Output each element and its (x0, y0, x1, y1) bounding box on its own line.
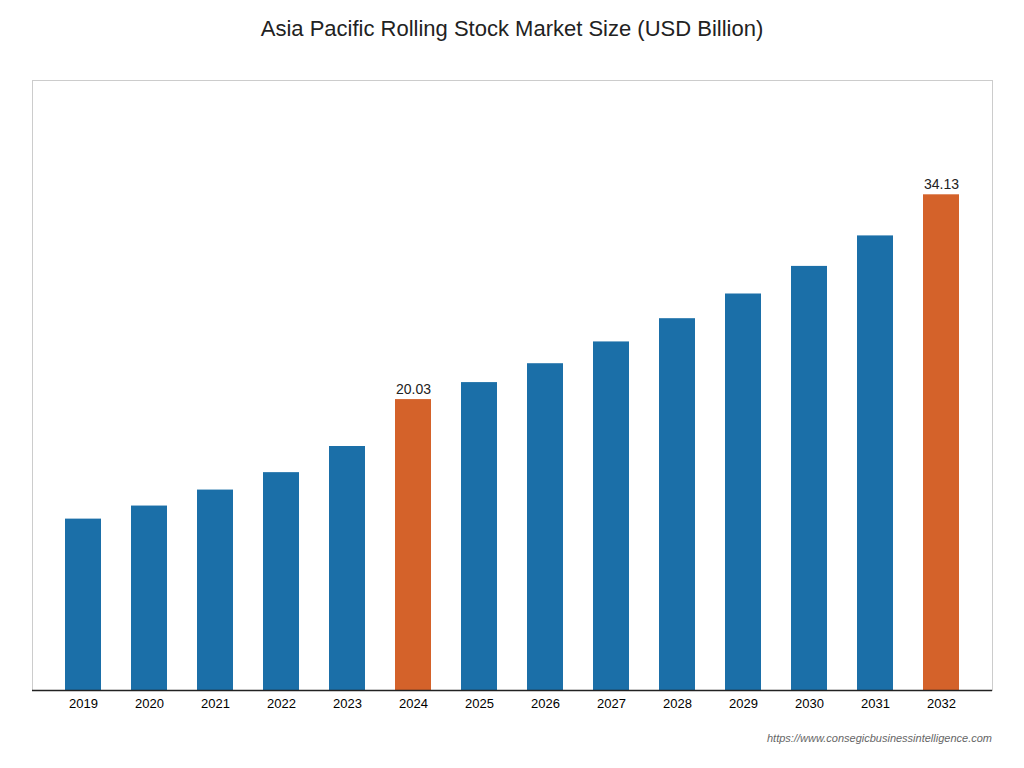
svg-text:2022: 2022 (267, 696, 296, 711)
svg-text:2023: 2023 (333, 696, 362, 711)
svg-text:34.13: 34.13 (924, 176, 959, 192)
svg-text:20.03: 20.03 (396, 381, 431, 397)
svg-text:2028: 2028 (663, 696, 692, 711)
svg-text:2027: 2027 (597, 696, 626, 711)
html-text:https://www.consegicbusinessin: https://www.consegicbusinessintelligence… (767, 732, 992, 744)
svg-text:2021: 2021 (201, 696, 230, 711)
svg-text:2019: 2019 (69, 696, 98, 711)
svg-text:2031: 2031 (861, 696, 890, 711)
svg-text:2024: 2024 (399, 696, 428, 711)
html-text:Asia Pacific Rolling Stock Mar: Asia Pacific Rolling Stock Market Size (… (260, 16, 764, 41)
svg-text:2032: 2032 (927, 696, 956, 711)
svg-text:2026: 2026 (531, 696, 560, 711)
svg-text:2020: 2020 (135, 696, 164, 711)
svg-text:2029: 2029 (729, 696, 758, 711)
svg-text:2025: 2025 (465, 696, 494, 711)
svg-text:2030: 2030 (795, 696, 824, 711)
